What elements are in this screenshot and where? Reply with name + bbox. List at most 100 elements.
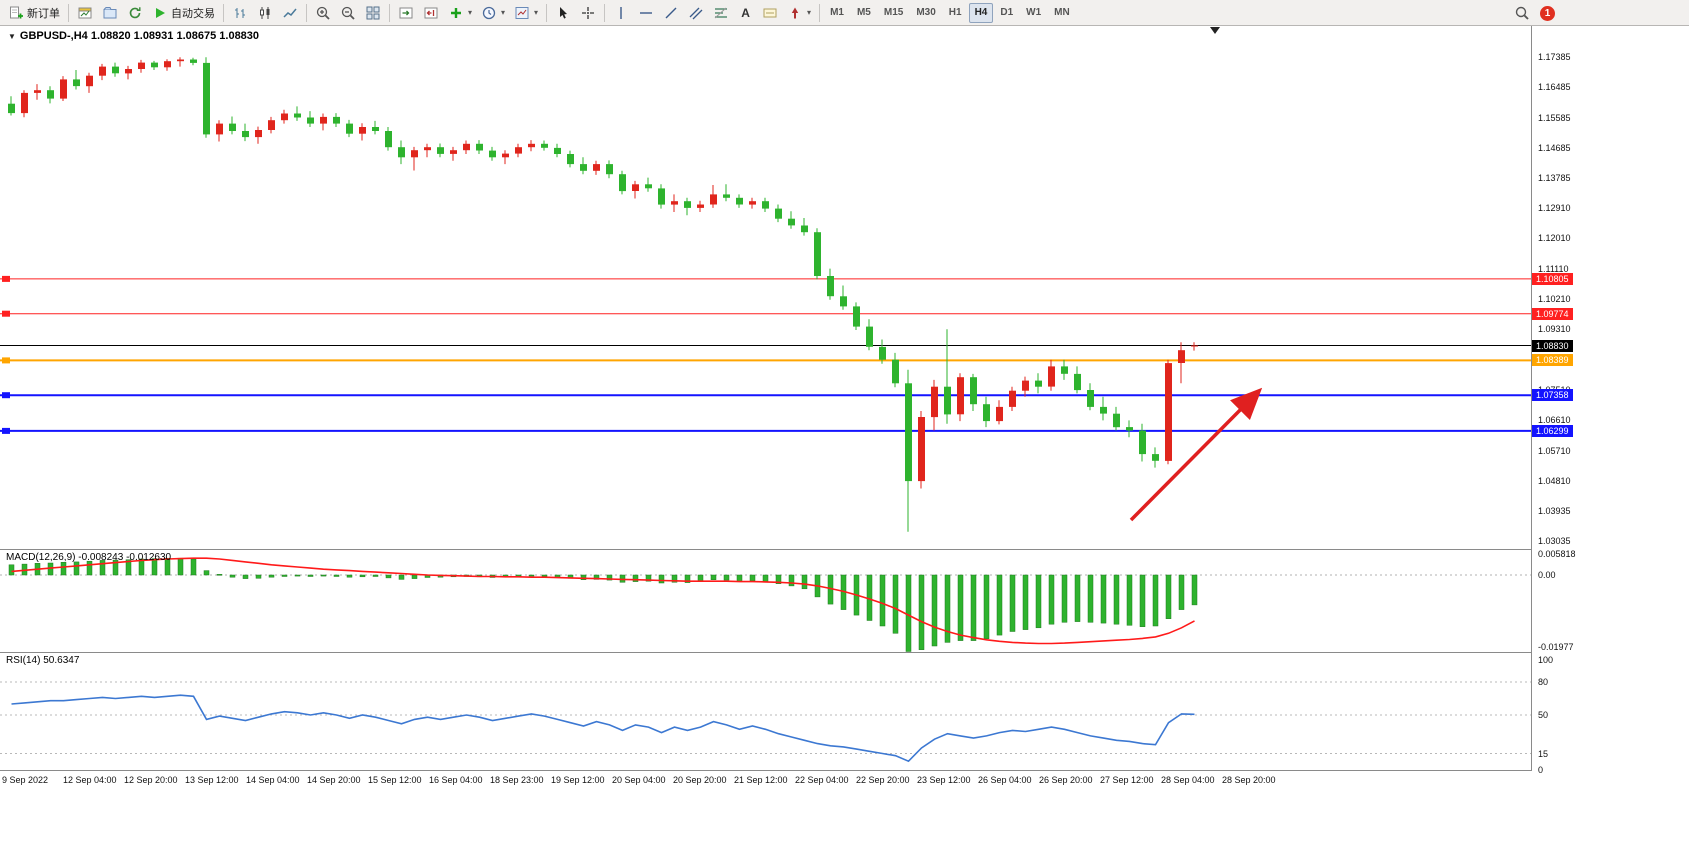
templates-button[interactable]: ▾: [510, 2, 542, 24]
time-label: 14 Sep 20:00: [307, 775, 361, 785]
indicators-button[interactable]: ▾: [444, 2, 476, 24]
candlestick-chart-icon: [260, 6, 270, 19]
time-label: 22 Sep 04:00: [795, 775, 849, 785]
periods-clock-icon: [482, 6, 496, 19]
price-line-badge: 1.07358: [1532, 389, 1573, 402]
search-icon[interactable]: [1514, 5, 1530, 21]
toolbar: 新订单 自动交易 ▾ ▾ ▾ A ▾: [0, 0, 1689, 26]
price-chart-panel[interactable]: [0, 26, 1531, 549]
toolbar-separator: [546, 3, 548, 22]
timeframe-group: M1 M5 M15 M30 H1 H4 D1 W1 MN: [824, 2, 1076, 23]
time-label: 20 Sep 04:00: [612, 775, 666, 785]
macd-tick: -0.01977: [1538, 642, 1574, 652]
periods-button[interactable]: ▾: [477, 2, 509, 24]
macd-label: MACD(12,26,9) -0.008243 -0.012630: [6, 552, 172, 563]
crosshair-button[interactable]: [576, 2, 600, 24]
time-label: 28 Sep 20:00: [1222, 775, 1276, 785]
timeframe-m15-button[interactable]: M15: [883, 7, 904, 18]
price-line-badge: 1.10805: [1532, 272, 1573, 285]
arrows-button[interactable]: ▾: [783, 2, 815, 24]
time-label: 14 Sep 04:00: [246, 775, 300, 785]
horizontal-line-button[interactable]: [634, 2, 658, 24]
price-tick: 1.03935: [1538, 505, 1571, 516]
auto-scroll-button[interactable]: [394, 2, 418, 24]
channel-button[interactable]: [684, 2, 708, 24]
price-line-badge: 1.09774: [1532, 307, 1573, 320]
macd-panel[interactable]: [0, 550, 1531, 652]
time-label: 15 Sep 12:00: [368, 775, 422, 785]
tile-windows-icon: [366, 6, 380, 19]
text-label-icon: [763, 8, 777, 17]
vertical-line-icon: [620, 6, 622, 19]
new-chart-button[interactable]: [73, 2, 97, 24]
auto-trading-label: 自动交易: [171, 7, 215, 20]
price-tick: 1.16485: [1538, 82, 1571, 93]
text-label-button[interactable]: [758, 2, 782, 24]
panel-divider[interactable]: [0, 652, 1689, 653]
line-chart-icon: [283, 8, 297, 18]
time-label: 23 Sep 12:00: [917, 775, 971, 785]
panel-divider[interactable]: [0, 549, 1689, 550]
time-label: 28 Sep 04:00: [1161, 775, 1215, 785]
price-tick: 1.10210: [1538, 294, 1571, 304]
time-label: 18 Sep 23:00: [490, 775, 544, 785]
chart-title: ▼ GBPUSD-,H4 1.08820 1.08931 1.08675 1.0…: [8, 30, 259, 42]
vertical-line-button[interactable]: [609, 2, 633, 24]
new-order-button[interactable]: 新订单: [4, 2, 64, 24]
notification-badge[interactable]: 1: [1540, 5, 1555, 21]
cursor-button[interactable]: [551, 2, 575, 24]
time-label: 26 Sep 20:00: [1039, 775, 1093, 785]
dropdown-arrow-icon: ▾: [468, 8, 473, 17]
price-tick: 1.09310: [1538, 324, 1571, 335]
chart-shift-button[interactable]: [419, 2, 443, 24]
refresh-button[interactable]: [123, 2, 147, 24]
arrows-icon: [791, 7, 799, 18]
price-tick: 1.04810: [1538, 476, 1571, 487]
zoom-out-button[interactable]: [336, 2, 360, 24]
time-label: 27 Sep 12:00: [1100, 775, 1154, 785]
price-axis[interactable]: 1.17385 1.16485 1.15585 1.14685 1.13785 1.129…: [1532, 26, 1689, 775]
text-button[interactable]: A: [734, 2, 757, 24]
fibonacci-button[interactable]: [709, 2, 733, 24]
profiles-icon: [103, 6, 117, 18]
auto-scroll-icon: [399, 7, 413, 18]
dropdown-arrow-icon: ▾: [501, 8, 506, 17]
cursor-icon: [560, 6, 568, 19]
time-label: 9 Sep 2022: [2, 775, 49, 785]
timeframe-m30-button[interactable]: M30: [916, 7, 936, 18]
zoom-out-icon: [341, 6, 355, 20]
trendline-icon: [665, 7, 677, 18]
zoom-in-icon: [316, 6, 330, 20]
rsi-tick: 80: [1538, 677, 1549, 687]
timeframe-m1-button[interactable]: M1: [830, 7, 844, 18]
timeframe-h4-button[interactable]: H4: [968, 2, 994, 23]
price-tick: 1.12910: [1538, 202, 1571, 213]
bar-chart-button[interactable]: [228, 2, 252, 24]
crosshair-icon: [582, 6, 595, 19]
zoom-in-button[interactable]: [311, 2, 335, 24]
time-axis[interactable]: 9 Sep 2022 12 Sep 04:00 12 Sep 20:00 13 Sep…: [0, 771, 1689, 791]
fibonacci-icon: [714, 7, 728, 18]
line-chart-button[interactable]: [278, 2, 302, 24]
profiles-button[interactable]: [98, 2, 122, 24]
price-tick: 1.13785: [1538, 173, 1571, 184]
trendline-button[interactable]: [659, 2, 683, 24]
toolbar-separator: [604, 3, 606, 22]
price-tick: 1.12010: [1538, 233, 1571, 244]
timeframe-mn-button[interactable]: MN: [1054, 7, 1070, 18]
timeframe-m5-button[interactable]: M5: [856, 7, 871, 18]
timeframe-w1-button[interactable]: W1: [1026, 7, 1042, 18]
new-order-label: 新订单: [27, 7, 60, 20]
price-tick: 1.05710: [1538, 445, 1571, 456]
indicators-icon: [451, 7, 461, 18]
toolbar-separator: [306, 3, 307, 22]
auto-trading-button[interactable]: 自动交易: [148, 2, 219, 24]
tile-windows-button[interactable]: [361, 2, 385, 24]
auto-trading-play-icon: [156, 7, 165, 18]
timeframe-d1-button[interactable]: D1: [1000, 7, 1014, 18]
rsi-tick: 15: [1538, 748, 1549, 759]
rsi-panel[interactable]: [0, 653, 1531, 770]
timeframe-h1-button[interactable]: H1: [948, 7, 962, 18]
symbol-menu-icon[interactable]: ▼: [8, 31, 16, 41]
candlestick-chart-button[interactable]: [253, 2, 277, 24]
